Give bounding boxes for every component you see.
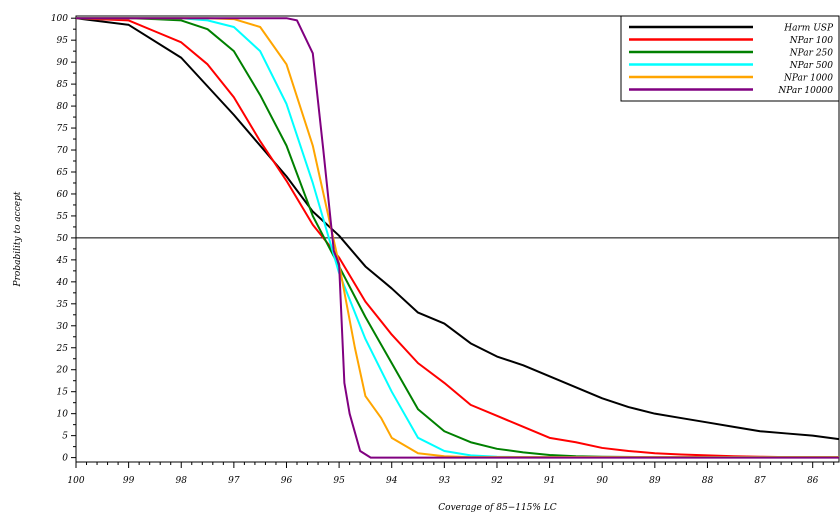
x-tick-label: 92 <box>491 476 503 486</box>
y-tick-label: 80 <box>57 102 69 112</box>
y-axis: 0 5 10 15 20 25 30 35 40 45 50 55 60 65 70 75 80 85 90 95 10… <box>51 14 76 464</box>
legend-label: NPar 500 <box>789 61 834 71</box>
y-tick-label: 20 <box>56 366 69 376</box>
legend-label: NPar 10000 <box>777 86 833 96</box>
x-tick-label: 91 <box>544 476 555 486</box>
x-tick-label: 100 <box>67 476 84 486</box>
legend-label: NPar 1000 <box>783 74 833 84</box>
y-tick-label: 65 <box>57 168 69 178</box>
x-axis: 100999897969594939291908988878685 <box>67 462 835 486</box>
y-tick-label: 15 <box>57 388 69 398</box>
x-tick-label: 94 <box>386 476 398 486</box>
x-tick-label: 95 <box>333 476 345 486</box>
y-tick-label: 35 <box>57 300 69 310</box>
legend-label: NPar 250 <box>789 49 834 59</box>
y-tick-label: 55 <box>57 212 69 222</box>
x-tick-label: 86 <box>807 476 819 486</box>
series-line-npar-10000 <box>76 17 839 459</box>
y-tick-label: 5 <box>62 432 68 442</box>
legend-label: NPar 100 <box>789 36 834 46</box>
x-axis-title: Coverage of 85−115% LC <box>438 503 557 513</box>
x-tick-label: 93 <box>439 476 451 486</box>
x-tick-label: 87 <box>754 476 766 486</box>
x-tick-label: 97 <box>228 476 240 486</box>
series-line-npar-100 <box>75 17 839 459</box>
y-tick-label: 85 <box>57 80 69 90</box>
x-tick-label: 98 <box>176 476 188 486</box>
y-tick-label: 10 <box>57 410 69 420</box>
y-tick-label: 0 <box>62 454 68 464</box>
x-tick-label: 90 <box>596 476 608 486</box>
y-tick-label: 45 <box>56 256 69 266</box>
y-tick-label: 40 <box>56 278 69 288</box>
y-tick-label: 25 <box>56 344 69 354</box>
series-layer <box>75 17 840 459</box>
y-tick-label: 30 <box>57 322 69 332</box>
y-tick-label: 70 <box>57 146 69 156</box>
legend-label: Harm USP <box>783 24 834 34</box>
x-tick-label: 99 <box>123 476 135 486</box>
y-axis-title: Probability to accept <box>13 191 23 287</box>
legend: Harm USP NPar 100 NPar 250 NPar 500 NPar 100… <box>620 15 840 102</box>
x-tick-label: 96 <box>281 476 293 486</box>
y-tick-label: 60 <box>57 190 69 200</box>
y-tick-label: 75 <box>57 124 69 134</box>
y-tick-label: 50 <box>57 234 69 244</box>
x-tick-label: 88 <box>702 476 714 486</box>
plot-area-frame <box>75 15 840 463</box>
legend-box <box>620 15 840 102</box>
x-tick-label: 89 <box>649 476 661 486</box>
y-tick-label: 100 <box>51 14 68 24</box>
y-tick-label: 90 <box>57 58 69 68</box>
y-tick-label: 95 <box>57 36 69 46</box>
